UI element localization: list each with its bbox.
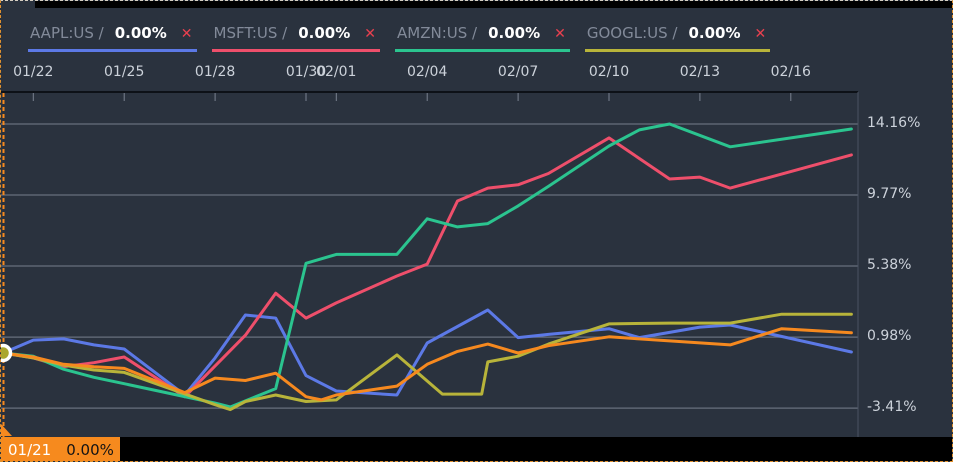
baseline-value-label: 0.00% (66, 441, 114, 459)
y-tick-label-9.77: 9.77% (867, 186, 912, 203)
y-tick-label-14.16: 14.16% (867, 115, 921, 132)
legend-symbol-label: MSFT:US / (213, 24, 288, 42)
close-icon[interactable]: ✕ (180, 26, 193, 42)
legend-change-value: 0.00% (688, 24, 741, 42)
x-tick-label-01-30: 01/30 (285, 64, 327, 80)
x-tick-label-02-13: 02/13 (679, 64, 721, 80)
series-legend: AAPL:US / 0.00% ✕ MSFT:US / 0.00% ✕ AMZN:US / 0… (28, 24, 771, 52)
series-line-AMZN:US[interactable] (1, 122, 853, 409)
series-line-GOOGL:US[interactable] (1, 312, 853, 412)
series-line-unlabeled[interactable] (1, 327, 853, 402)
y-tick-label-0.98: 0.98% (867, 328, 912, 345)
bottom-axis-bar (1, 437, 952, 461)
baseline-tooltip-badge: 01/21 0.00% (1, 437, 120, 461)
x-tick-label-02-04: 02/04 (407, 64, 448, 80)
legend-symbol-label: AMZN:US / (397, 24, 478, 42)
legend-item-amznus[interactable]: AMZN:US / 0.00% ✕ (395, 24, 570, 52)
legend-change-value: 0.00% (298, 24, 351, 42)
baseline-date-label: 01/21 (8, 441, 52, 459)
x-tick-label-02-16: 02/16 (770, 64, 811, 80)
y-tick-label-5.38: 5.38% (867, 257, 912, 273)
x-tick-label-02-07: 02/07 (497, 64, 539, 80)
legend-change-value: 0.00% (114, 24, 167, 42)
legend-item-aaplus[interactable]: AAPL:US / 0.00% ✕ (28, 24, 197, 52)
baseline-axis-pointer (1, 424, 12, 436)
legend-item-msftus[interactable]: MSFT:US / 0.00% ✕ (211, 24, 380, 52)
close-icon[interactable]: ✕ (364, 26, 376, 42)
x-tick-label-02-10: 02/10 (588, 64, 630, 80)
baseline-start-marker (1, 343, 13, 363)
x-tick-label-01-28: 01/28 (194, 64, 236, 80)
series-line-MSFT:US[interactable] (1, 136, 853, 399)
x-tick-label-02-01: 02/01 (316, 64, 357, 80)
legend-symbol-label: AAPL:US / (30, 24, 104, 42)
close-icon[interactable]: ✕ (554, 26, 566, 42)
x-tick-label-01-22: 01/22 (13, 64, 54, 80)
close-icon[interactable]: ✕ (754, 26, 767, 42)
top-black-strip (35, 1, 952, 8)
legend-item-googlus[interactable]: GOOGL:US / 0.00% ✕ (584, 24, 771, 52)
legend-symbol-label: GOOGL:US / (586, 24, 678, 42)
series-line-AAPL:US[interactable] (1, 308, 853, 397)
legend-change-value: 0.00% (488, 24, 541, 42)
x-tick-label-01-25: 01/25 (104, 64, 145, 80)
y-tick-label--3.41: -3.41% (867, 399, 917, 416)
